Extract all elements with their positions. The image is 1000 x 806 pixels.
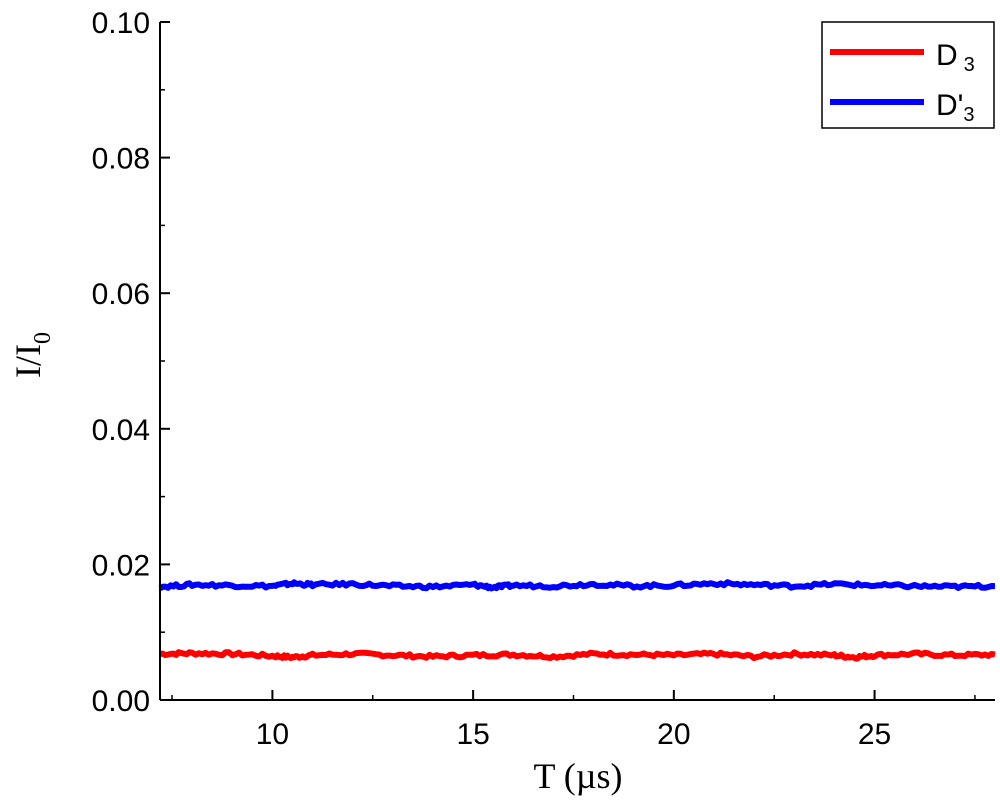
x-tick-label: 10 bbox=[256, 718, 289, 751]
x-tick-label: 25 bbox=[858, 718, 891, 751]
y-axis-title-main: I/I bbox=[8, 344, 48, 378]
x-tick-label: 15 bbox=[456, 718, 489, 751]
legend-label-d3-prime: D'3 bbox=[936, 89, 975, 126]
y-tick-label: 0.10 bbox=[92, 7, 150, 40]
legend-box bbox=[821, 21, 995, 129]
y-tick-label: 0.02 bbox=[92, 549, 150, 582]
x-axis-title: T (µs) bbox=[533, 756, 622, 796]
y-tick-label: 0.06 bbox=[92, 278, 150, 311]
series-line-d3-prime bbox=[158, 579, 996, 592]
y-tick-label: 0.08 bbox=[92, 143, 150, 176]
series-line-d3 bbox=[159, 649, 996, 662]
x-tick-label: 20 bbox=[657, 718, 690, 751]
svg-text:I/I0: I/I0 bbox=[8, 332, 56, 378]
plot-area: 0.00 0.02 0.04 0.06 0.08 0.10 10 15 20 25 bbox=[92, 7, 996, 751]
y-tick-label: 0.00 bbox=[92, 685, 150, 718]
y-axis-title-sub: 0 bbox=[30, 332, 56, 344]
y-axis-title: I/I0 bbox=[8, 332, 56, 378]
y-tick-label: 0.04 bbox=[92, 414, 150, 447]
